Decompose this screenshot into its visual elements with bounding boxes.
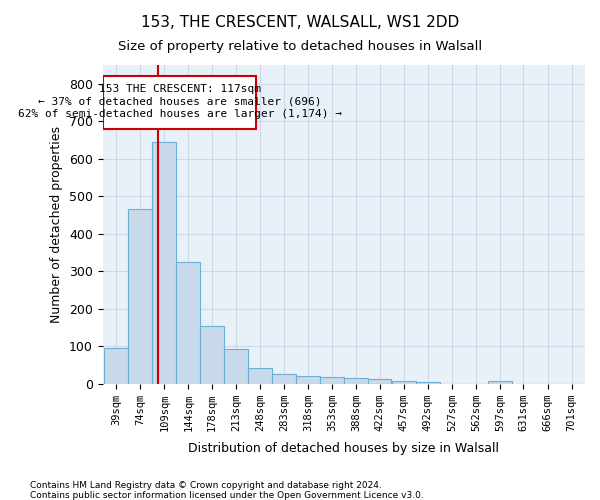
Text: 62% of semi-detached houses are larger (1,174) →: 62% of semi-detached houses are larger (… [18,109,342,119]
Bar [488,380,512,384]
Bar [416,382,440,384]
Bar [296,376,320,384]
Bar [320,377,344,384]
FancyBboxPatch shape [103,76,256,128]
Text: Contains public sector information licensed under the Open Government Licence v3: Contains public sector information licen… [30,491,424,500]
Bar [248,368,272,384]
Bar [224,349,248,384]
Text: Size of property relative to detached houses in Walsall: Size of property relative to detached ho… [118,40,482,53]
Text: 153, THE CRESCENT, WALSALL, WS1 2DD: 153, THE CRESCENT, WALSALL, WS1 2DD [141,15,459,30]
Y-axis label: Number of detached properties: Number of detached properties [50,126,64,323]
Bar [176,262,200,384]
Bar [128,210,152,384]
Bar [104,348,128,384]
Bar [344,378,368,384]
X-axis label: Distribution of detached houses by size in Walsall: Distribution of detached houses by size … [188,442,499,455]
Bar [272,374,296,384]
Bar [392,380,416,384]
Bar [200,326,224,384]
Text: Contains HM Land Registry data © Crown copyright and database right 2024.: Contains HM Land Registry data © Crown c… [30,481,382,490]
Bar [152,142,176,384]
Bar [368,379,391,384]
Text: ← 37% of detached houses are smaller (696): ← 37% of detached houses are smaller (69… [38,97,322,107]
Text: 153 THE CRESCENT: 117sqm: 153 THE CRESCENT: 117sqm [99,84,261,94]
